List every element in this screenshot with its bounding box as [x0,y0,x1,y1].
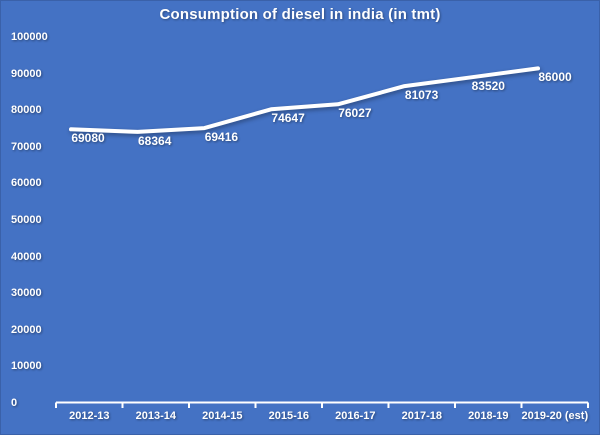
data-label: 69080 [71,131,105,146]
data-label: 76027 [338,106,372,121]
x-tick-label: 2014-15 [202,410,243,422]
x-tick-label: 2019-20 (est) [521,410,589,422]
y-tick-label: 20000 [11,323,42,336]
y-tick-label: 70000 [11,140,42,153]
data-label: 74647 [271,111,305,126]
x-axis-line [55,401,589,408]
y-tick-label: 90000 [11,67,42,80]
y-tick-label: 30000 [11,287,42,300]
x-tick-label: 2016-17 [335,410,376,422]
y-tick-label: 80000 [11,104,42,117]
x-tick-label: 2012-13 [69,410,110,422]
series-line [69,66,540,134]
data-label: 83520 [471,79,505,94]
data-label: 81073 [404,88,439,103]
x-tick-label: 2015-16 [268,410,309,422]
x-tick-label: 2018-19 [468,410,509,422]
data-label: 86000 [538,70,572,85]
y-tick-label: 10000 [11,360,42,373]
y-tick-label: 50000 [11,214,42,226]
data-label: 68364 [138,133,172,148]
y-tick-label: 60000 [11,177,42,190]
y-tick-label: 100000 [11,31,48,43]
chart-title: Consumption of diesel in india (in tmt) [159,6,441,23]
y-tick-label: 40000 [11,250,42,263]
y-tick-label: 0 [11,397,18,409]
x-tick-label: 2017-18 [401,410,442,422]
data-label: 69416 [204,130,239,145]
x-tick-label: 2013-14 [135,410,176,422]
